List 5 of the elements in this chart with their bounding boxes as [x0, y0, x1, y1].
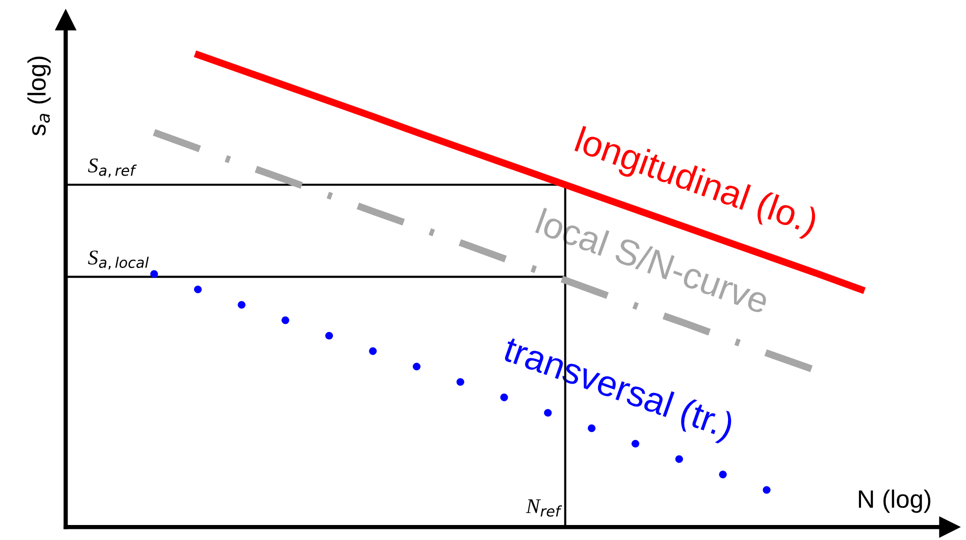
ref-line-label: S$_{a,local}$: [88, 250, 149, 270]
y-axis-title: s$_{a}$ (log): [27, 56, 51, 136]
ref-line-label: S$_{a,ref}$: [88, 158, 137, 178]
x-axis-title: N (log): [858, 490, 930, 513]
annotation: N$_{ref}$: [526, 499, 562, 517]
